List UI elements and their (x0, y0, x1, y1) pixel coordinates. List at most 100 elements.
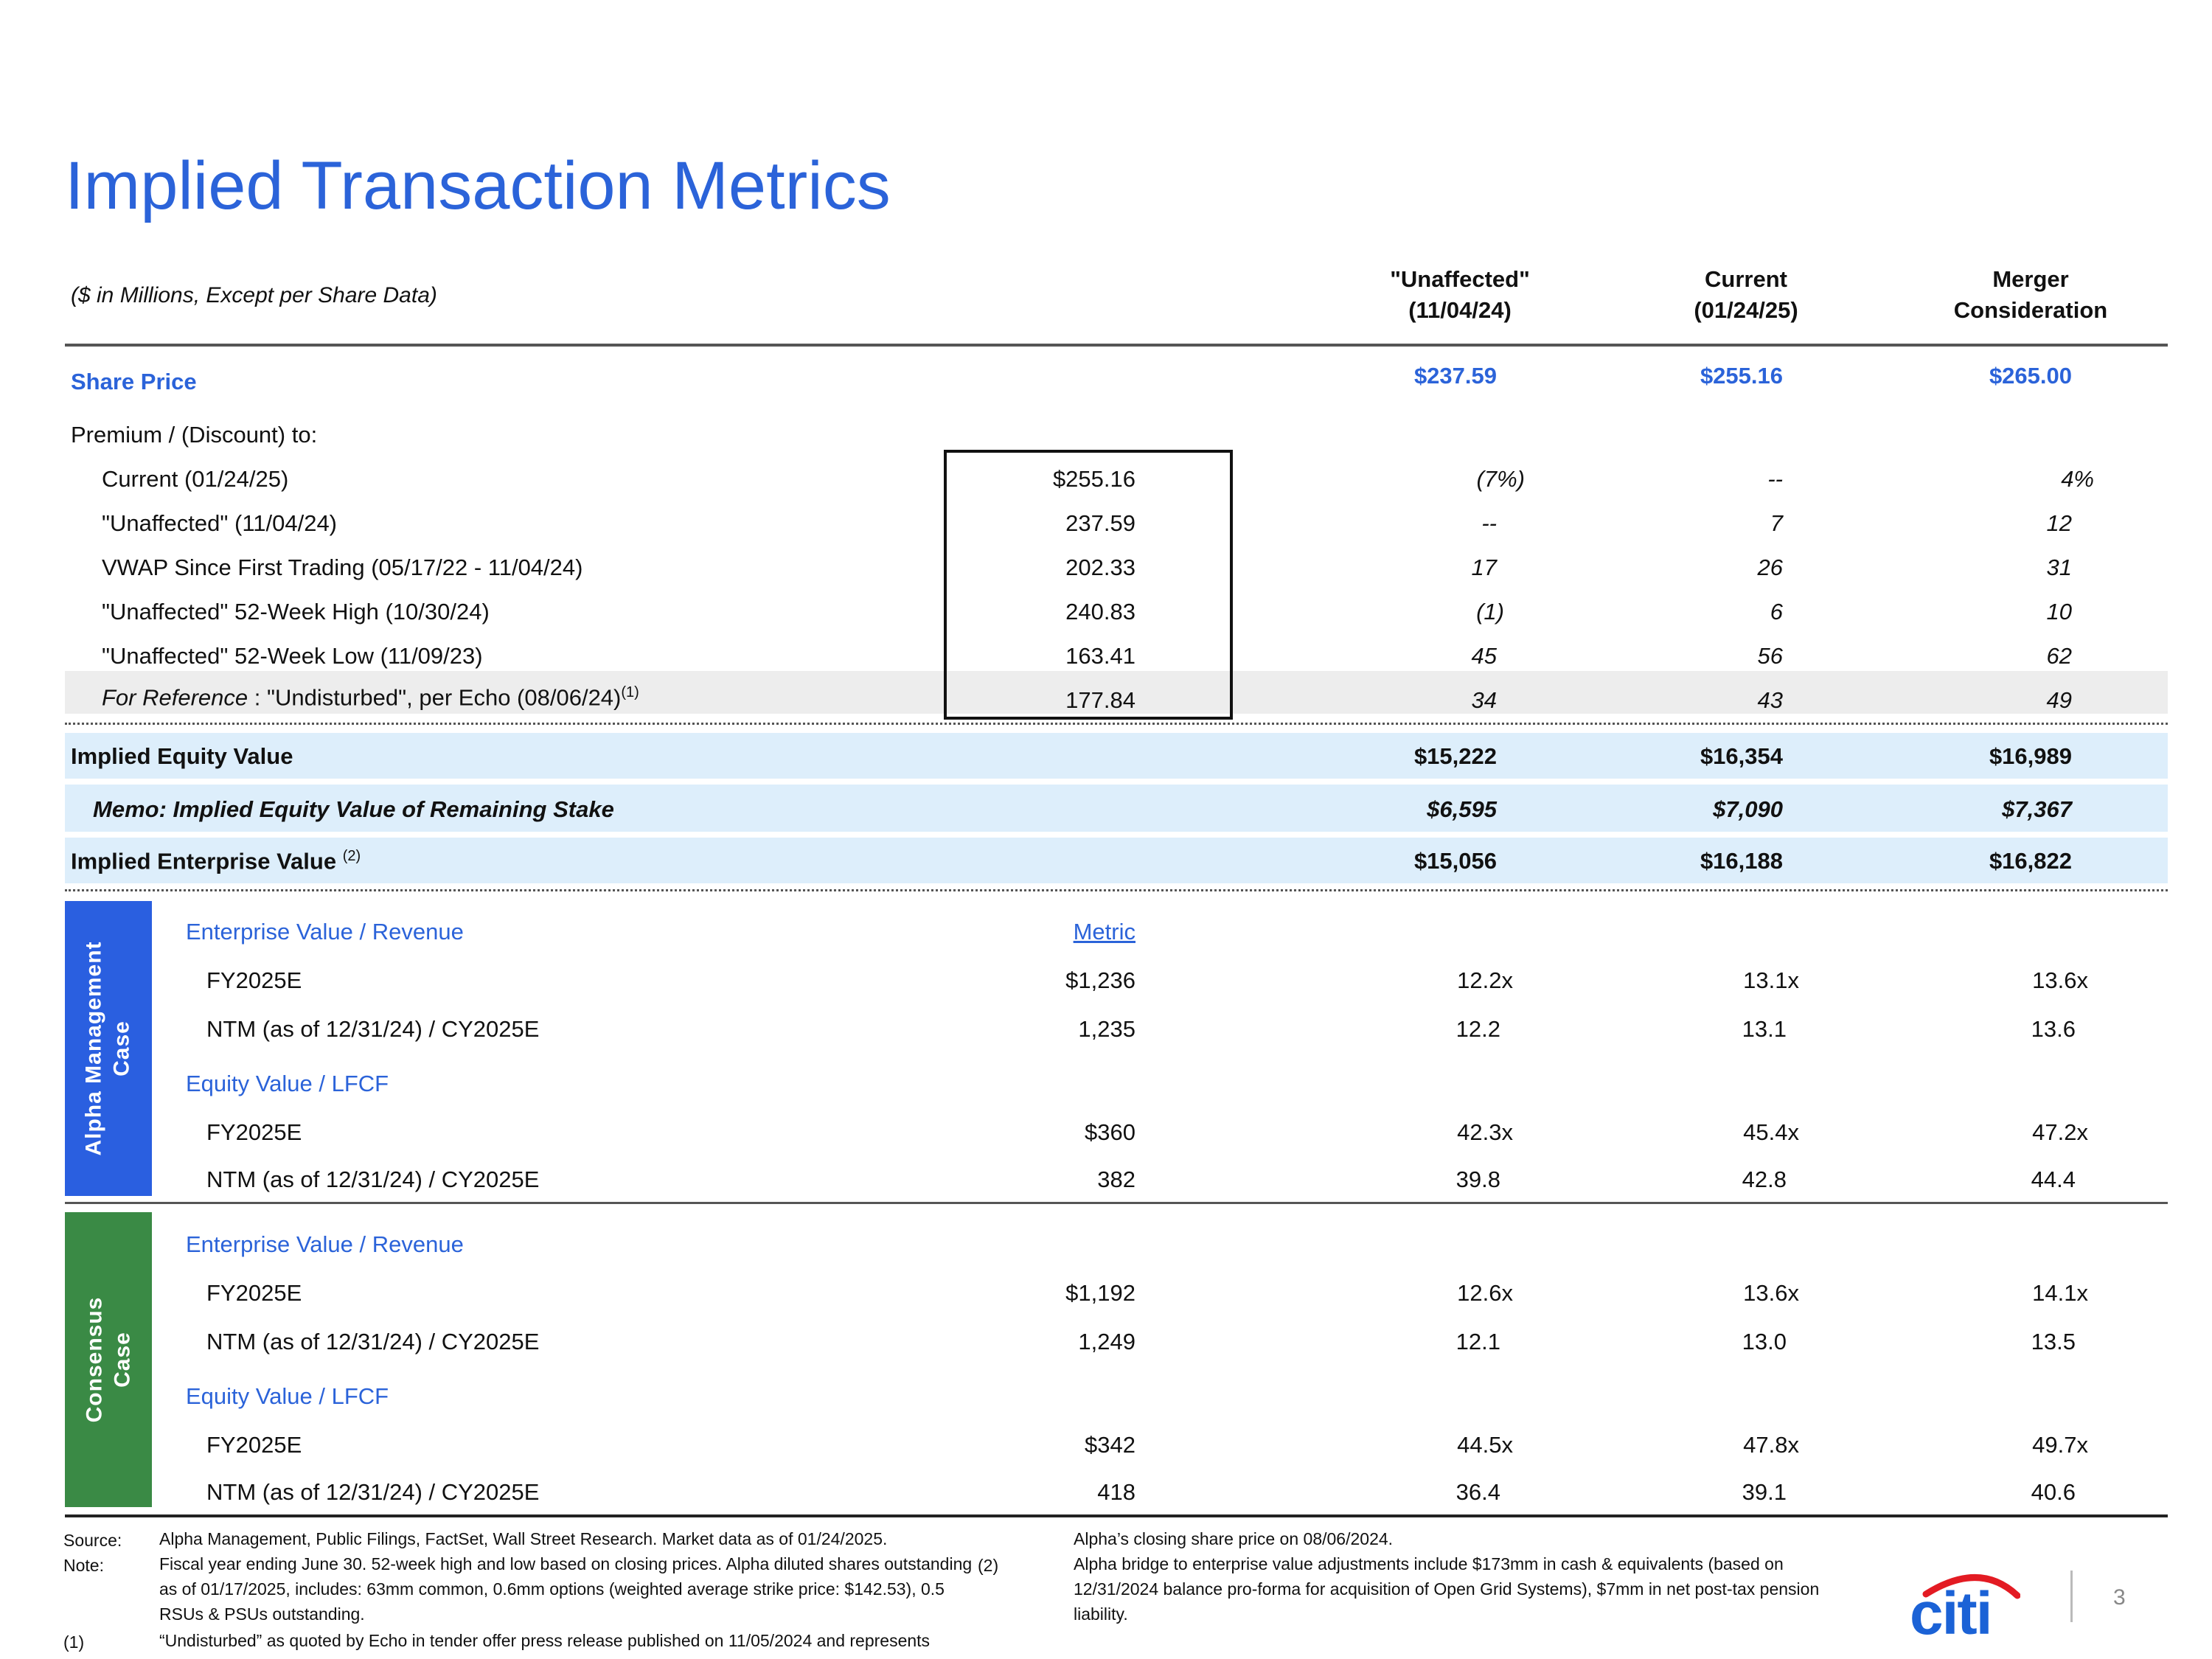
row-merger: 13.6 (2031, 1016, 2076, 1042)
share-price-unaffected: $237.59 (1413, 363, 1497, 389)
premium-row-unaffected: (1) (1476, 599, 1504, 625)
equity-merger: $16,989 (1989, 743, 2072, 769)
row-label: FY2025E (206, 1432, 302, 1458)
row-unaffected: 12.6x (1457, 1280, 1513, 1306)
row-metric: $1,192 (1065, 1280, 1135, 1306)
row-metric: $1,236 (1065, 967, 1135, 993)
sidebar-line: Alpha Management (82, 941, 107, 1156)
equity-current: $16,354 (1700, 743, 1783, 769)
footnote-1-text: “Undisturbed” as quoted by Echo in tende… (159, 1631, 931, 1650)
dotted-divider (65, 889, 2168, 891)
row-metric: 418 (1097, 1479, 1135, 1505)
page-number: 3 (2113, 1585, 2126, 1610)
note-text: Fiscal year ending June 30. 52-week high… (159, 1554, 973, 1624)
logo-divider (2070, 1571, 2073, 1622)
share-price-label: Share Price (71, 369, 197, 394)
premium-row-unaffected: (7%) (1476, 466, 1525, 492)
row-current: 13.1x (1743, 967, 1799, 993)
consensus-case-title: Consensus Case (80, 1297, 136, 1423)
table-bottom-rule (65, 1514, 2168, 1517)
premium-label: Premium / (Discount) to: (71, 422, 318, 448)
memo-unaffected: $6,595 (1427, 796, 1497, 822)
premium-row-merger: 31 (2046, 554, 2072, 580)
premium-row-unaffected: 45 (1471, 643, 1497, 669)
row-label: FY2025E (206, 967, 302, 993)
consensus-case-sidebar: Consensus Case (65, 1212, 152, 1507)
ev-current: $16,188 (1700, 848, 1783, 874)
row-label: NTM (as of 12/31/24) / CY2025E (206, 1329, 540, 1354)
citi-logo: citi (1910, 1566, 2021, 1647)
row-unaffected: 12.2 (1455, 1016, 1500, 1042)
alpha-case-title: Alpha Management Case (80, 941, 136, 1155)
premium-row-ref: 177.84 (1065, 687, 1135, 713)
reference-row-label: For Reference : "Undisturbed", per Echo … (102, 684, 639, 711)
footnote-1-continued: Alpha’s closing share price on 08/06/202… (1074, 1529, 1394, 1548)
row-current: 13.0 (1742, 1329, 1787, 1354)
premium-row-merger: 49 (2046, 687, 2072, 713)
row-current: 39.1 (1742, 1479, 1787, 1505)
premium-row-ref: 163.41 (1065, 643, 1135, 669)
row-current: 13.1 (1742, 1016, 1787, 1042)
row-unaffected: 12.2x (1457, 967, 1513, 993)
column-header-merger: Merger Consideration (1913, 264, 2149, 326)
premium-row-ref: 237.59 (1065, 510, 1135, 536)
sidebar-line: Case (110, 1332, 134, 1388)
column-header-line: Current (1705, 266, 1787, 292)
ev-label: Implied Enterprise Value (71, 848, 337, 874)
premium-row-label: "Unaffected" 52-Week Low (11/09/23) (102, 643, 483, 669)
row-current: 45.4x (1743, 1119, 1799, 1145)
row-merger: 14.1x (2032, 1280, 2088, 1306)
premium-row-ref: $255.16 (1052, 466, 1135, 492)
premium-row-current: 56 (1757, 643, 1783, 669)
row-unaffected: 42.3x (1457, 1119, 1513, 1145)
ev-unaffected: $15,056 (1413, 848, 1497, 874)
column-header-line: Consideration (1953, 297, 2108, 323)
citi-arc-icon (1922, 1574, 2021, 1599)
memo-band (65, 785, 2168, 832)
row-label: FY2025E (206, 1280, 302, 1306)
row-current: 13.6x (1743, 1280, 1799, 1306)
premium-row-current: 43 (1757, 687, 1783, 713)
premium-row-current: 6 (1770, 599, 1783, 625)
note-label: Note: (63, 1556, 104, 1575)
row-merger: 49.7x (2032, 1432, 2088, 1458)
equity-band (65, 733, 2168, 779)
premium-row-unaffected: 34 (1471, 687, 1497, 713)
consensus-eq-lfcf-label: Equity Value / LFCF (186, 1383, 389, 1409)
consensus-ev-rev-label: Enterprise Value / Revenue (186, 1231, 464, 1257)
memo-label: Memo: Implied Equity Value of Remaining … (93, 796, 614, 822)
premium-row-merger: 4% (2061, 466, 2094, 492)
premium-row-label: VWAP Since First Trading (05/17/22 - 11/… (102, 554, 583, 580)
premium-row-current: -- (1767, 466, 1783, 492)
column-header-line: (11/04/24) (1408, 297, 1512, 323)
memo-merger: $7,367 (2002, 796, 2072, 822)
memo-current: $7,090 (1713, 796, 1783, 822)
premium-row-label: "Unaffected" 52-Week High (10/30/24) (102, 599, 490, 625)
premium-row-label: Current (01/24/25) (102, 466, 289, 492)
row-metric: 1,235 (1078, 1016, 1135, 1042)
column-header-line: "Unaffected" (1390, 266, 1530, 292)
row-current: 42.8 (1742, 1166, 1787, 1192)
row-label: FY2025E (206, 1119, 302, 1145)
premium-row-unaffected: 17 (1471, 554, 1497, 580)
column-header-line: Merger (1992, 266, 2069, 292)
row-unaffected: 44.5x (1457, 1432, 1513, 1458)
footnote-ref-2: (2) (342, 848, 361, 864)
page-title: Implied Transaction Metrics (65, 148, 891, 223)
row-unaffected: 39.8 (1455, 1166, 1500, 1192)
section-rule (65, 1202, 2168, 1204)
premium-row-unaffected: -- (1481, 510, 1497, 536)
sidebar-line: Consensus (82, 1296, 106, 1423)
row-metric: 1,249 (1078, 1329, 1135, 1354)
share-price-merger: $265.00 (1989, 363, 2072, 389)
row-label: NTM (as of 12/31/24) / CY2025E (206, 1016, 540, 1042)
row-metric: $342 (1085, 1432, 1135, 1458)
reference-row-band (65, 671, 2168, 714)
reference-label: : "Undisturbed", per Echo (08/06/24) (248, 684, 622, 711)
row-merger: 13.6x (2032, 967, 2088, 993)
footnote-ref-1: (1) (621, 684, 639, 700)
premium-row-merger: 62 (2046, 643, 2072, 669)
metric-header: Metric (1073, 919, 1135, 945)
row-label: NTM (as of 12/31/24) / CY2025E (206, 1479, 540, 1505)
row-metric: 382 (1097, 1166, 1135, 1192)
